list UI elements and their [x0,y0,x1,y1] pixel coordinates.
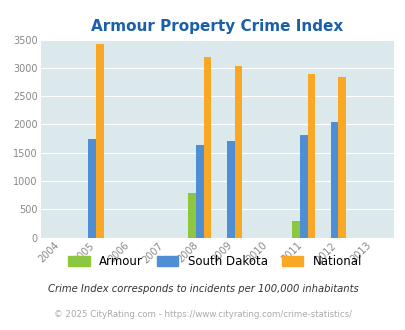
Legend: Armour, South Dakota, National: Armour, South Dakota, National [68,255,361,268]
Bar [203,56,211,238]
Bar [88,139,96,238]
Bar [226,142,234,238]
Title: Armour Property Crime Index: Armour Property Crime Index [91,19,343,34]
Text: © 2025 CityRating.com - https://www.cityrating.com/crime-statistics/: © 2025 CityRating.com - https://www.city… [54,310,351,319]
Bar [307,74,314,238]
Bar [338,77,345,238]
Bar [299,135,307,238]
Bar [292,221,299,238]
Bar [196,145,203,238]
Bar [96,44,103,238]
Bar [330,122,338,238]
Bar [188,193,196,238]
Bar [234,66,241,238]
Text: Crime Index corresponds to incidents per 100,000 inhabitants: Crime Index corresponds to incidents per… [47,284,358,294]
